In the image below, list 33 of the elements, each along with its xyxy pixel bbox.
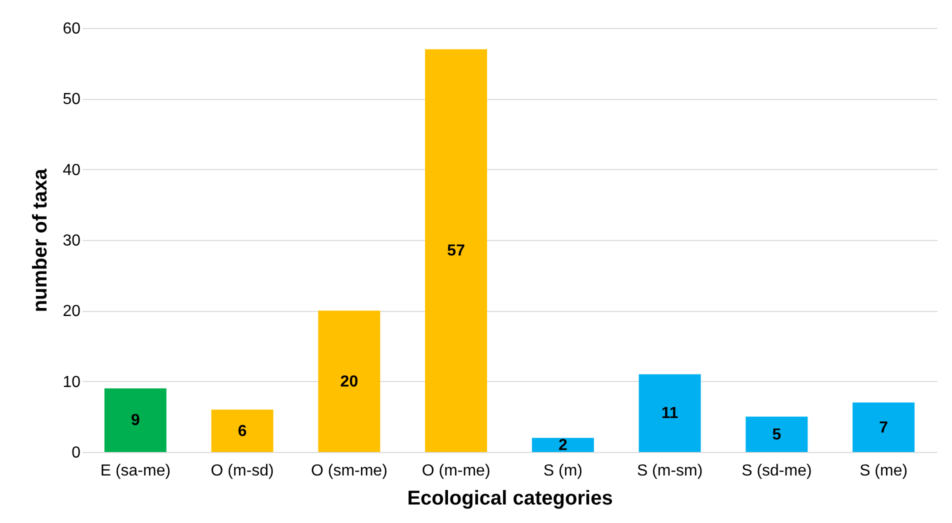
data-label: 5 bbox=[772, 426, 782, 444]
data-label: 9 bbox=[130, 412, 140, 430]
bar bbox=[211, 410, 274, 452]
bar bbox=[532, 438, 594, 452]
bar bbox=[318, 310, 380, 452]
x-tick-label: S (me) bbox=[860, 462, 908, 480]
x-tick-label: E (sa-me) bbox=[100, 462, 171, 480]
data-label: 2 bbox=[558, 436, 568, 454]
bar bbox=[638, 374, 701, 452]
bar bbox=[852, 402, 915, 452]
x-tick-label: O (sm-me) bbox=[310, 462, 388, 480]
y-tick-label: 60 bbox=[62, 20, 81, 38]
x-axis-title: Ecological categories bbox=[407, 488, 613, 510]
bar bbox=[104, 388, 166, 452]
data-label: 11 bbox=[661, 405, 678, 422]
data-label: 6 bbox=[238, 422, 247, 440]
x-tick-label: O (m-me) bbox=[422, 462, 490, 480]
y-tick-label: 30 bbox=[62, 232, 81, 250]
bar bbox=[746, 416, 808, 452]
x-tick-label: S (m-sm) bbox=[636, 462, 703, 480]
y-axis-title: number of taxa bbox=[30, 168, 52, 312]
y-tick-label: 10 bbox=[62, 374, 81, 391]
data-label: 7 bbox=[879, 419, 888, 436]
y-tick-label: 0 bbox=[72, 444, 81, 462]
y-tick-label: 20 bbox=[62, 303, 81, 320]
bar bbox=[425, 49, 488, 452]
data-label: 57 bbox=[447, 242, 466, 260]
y-tick-label: 50 bbox=[62, 91, 81, 108]
x-tick-label: S (m) bbox=[543, 462, 582, 480]
x-tick-label: S (sd-me) bbox=[742, 462, 812, 480]
y-tick-label: 40 bbox=[62, 162, 81, 179]
data-label: 20 bbox=[340, 373, 358, 390]
x-tick-label: O (m-sd) bbox=[210, 462, 274, 480]
